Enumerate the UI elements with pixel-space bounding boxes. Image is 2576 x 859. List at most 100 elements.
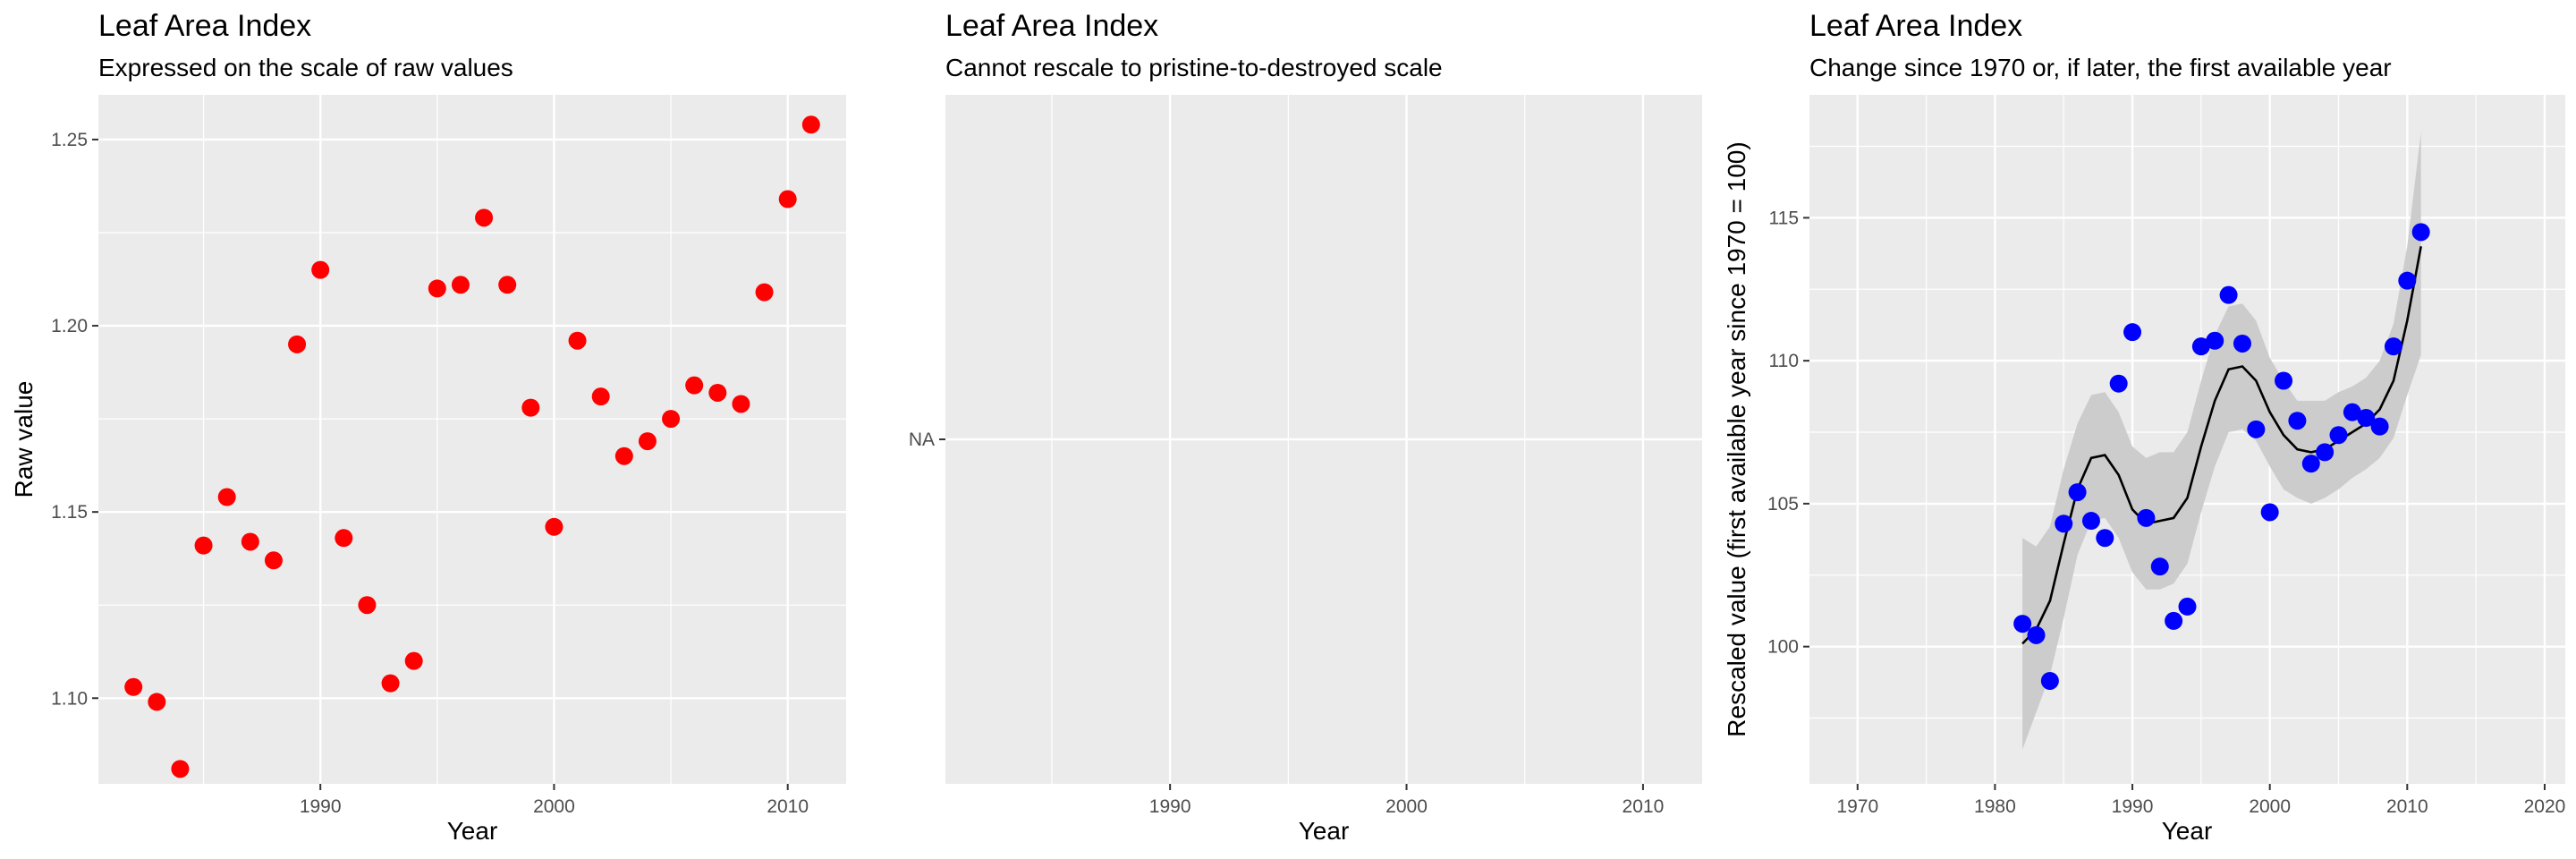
- x-axis-ticks: 1970 1980 1990 2000 2010 2020: [1836, 784, 2565, 817]
- data-point: [2165, 611, 2183, 630]
- data-point: [2096, 529, 2114, 548]
- y-tick-label: 105: [1767, 494, 1799, 515]
- x-axis-title: Year: [1299, 817, 1350, 845]
- data-point: [498, 276, 517, 294]
- y-tick-label: 1.10: [51, 688, 88, 709]
- data-point: [2411, 223, 2430, 242]
- data-point: [2109, 374, 2128, 393]
- data-point: [428, 279, 446, 298]
- x-tick-label: 1990: [1149, 796, 1191, 817]
- data-point: [662, 410, 681, 429]
- data-point: [2191, 337, 2210, 356]
- x-tick-label: 2000: [2249, 796, 2291, 817]
- chart-subtitle: Change since 1970 or, if later, the firs…: [1809, 54, 2392, 81]
- major-gridlines: [945, 95, 1702, 784]
- data-point: [451, 276, 470, 294]
- y-tick-label: 110: [1769, 351, 1799, 371]
- data-point: [685, 376, 704, 395]
- data-point: [2275, 371, 2293, 390]
- x-axis-ticks: 1990 2000 2010: [300, 784, 809, 817]
- data-point: [591, 387, 610, 406]
- data-point: [2013, 615, 2032, 634]
- confidence-ribbon: [2022, 132, 2421, 750]
- data-point: [801, 115, 820, 134]
- data-point: [2233, 334, 2251, 353]
- y-axis-ticks: 100 105 110 115: [1767, 208, 1809, 658]
- data-point: [2206, 331, 2224, 350]
- data-point: [335, 529, 353, 548]
- data-point: [2247, 420, 2266, 438]
- data-point: [2137, 508, 2156, 527]
- data-point: [2055, 515, 2073, 533]
- data-point: [638, 432, 657, 451]
- x-tick-label: 2010: [2386, 796, 2428, 817]
- data-point: [2027, 625, 2046, 644]
- major-gridlines: [98, 95, 846, 784]
- minor-gridlines: [98, 95, 846, 784]
- data-point: [2343, 403, 2361, 421]
- data-point: [2068, 483, 2087, 502]
- data-points: [2013, 223, 2430, 690]
- major-gridlines: [1809, 95, 2565, 784]
- data-point: [2370, 417, 2389, 436]
- data-point: [241, 532, 259, 551]
- y-axis-title: Rescaled value (first available year sin…: [1723, 141, 1750, 736]
- y-axis-ticks: NA: [909, 430, 945, 450]
- data-point: [171, 760, 190, 778]
- chart-title: Leaf Area Index: [98, 9, 311, 43]
- x-tick-label: 2010: [1623, 796, 1665, 817]
- data-point: [311, 260, 330, 279]
- chart-title: Leaf Area Index: [1809, 9, 2022, 43]
- data-point: [217, 488, 236, 506]
- data-point: [358, 596, 377, 615]
- x-axis-title: Year: [447, 817, 498, 845]
- data-point: [778, 190, 797, 208]
- data-point: [2081, 512, 2100, 531]
- data-point: [2301, 455, 2320, 473]
- data-point: [124, 677, 143, 696]
- data-point: [545, 517, 564, 536]
- y-tick-label: 1.20: [51, 316, 88, 336]
- chart-subtitle: Expressed on the scale of raw values: [98, 54, 513, 81]
- data-point: [2398, 271, 2417, 290]
- data-point: [264, 551, 283, 570]
- data-point: [2329, 426, 2348, 445]
- data-point: [755, 283, 774, 302]
- data-point: [381, 674, 400, 693]
- x-tick-label: 2000: [533, 796, 575, 817]
- chart-title: Leaf Area Index: [945, 9, 1158, 43]
- data-point: [2178, 597, 2197, 616]
- data-point: [194, 536, 213, 555]
- data-point: [404, 651, 423, 670]
- y-tick-label: NA: [909, 430, 935, 450]
- plot-area: [98, 95, 846, 784]
- data-point: [614, 447, 633, 465]
- data-point: [2040, 671, 2059, 690]
- data-point: [2123, 323, 2142, 342]
- data-point: [2288, 412, 2307, 430]
- data-point: [475, 208, 494, 227]
- x-tick-label: 1980: [1974, 796, 2016, 817]
- data-points: [124, 115, 820, 778]
- x-tick-label: 2000: [1385, 796, 1428, 817]
- panel-rescaled-change: Leaf Area Index Change since 1970 or, if…: [1723, 9, 2565, 845]
- y-axis-title: Raw value: [10, 381, 38, 498]
- y-axis-ticks: 1.10 1.15 1.20 1.25: [51, 130, 98, 709]
- data-point: [568, 331, 587, 350]
- chart-subtitle: Cannot rescale to pristine-to-destroyed …: [945, 54, 1443, 81]
- data-point: [2384, 337, 2402, 356]
- y-tick-label: 100: [1767, 637, 1799, 658]
- data-point: [2219, 285, 2238, 304]
- y-tick-label: 1.25: [51, 130, 88, 150]
- panel-not-rescalable: Leaf Area Index Cannot rescale to pristi…: [909, 9, 1702, 845]
- x-tick-label: 2020: [2524, 796, 2566, 817]
- data-point: [708, 383, 727, 402]
- y-tick-label: 115: [1769, 208, 1799, 228]
- panel-raw-values: Leaf Area Index Expressed on the scale o…: [10, 9, 846, 845]
- data-point: [148, 693, 166, 711]
- data-point: [732, 395, 750, 413]
- x-tick-label: 1990: [2112, 796, 2154, 817]
- x-tick-label: 1970: [1836, 796, 1878, 817]
- x-axis-title: Year: [2162, 817, 2213, 845]
